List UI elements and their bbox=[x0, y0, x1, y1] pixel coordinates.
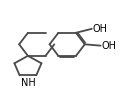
Text: OH: OH bbox=[92, 24, 107, 34]
Text: NH: NH bbox=[21, 78, 35, 88]
Text: OH: OH bbox=[101, 41, 116, 51]
